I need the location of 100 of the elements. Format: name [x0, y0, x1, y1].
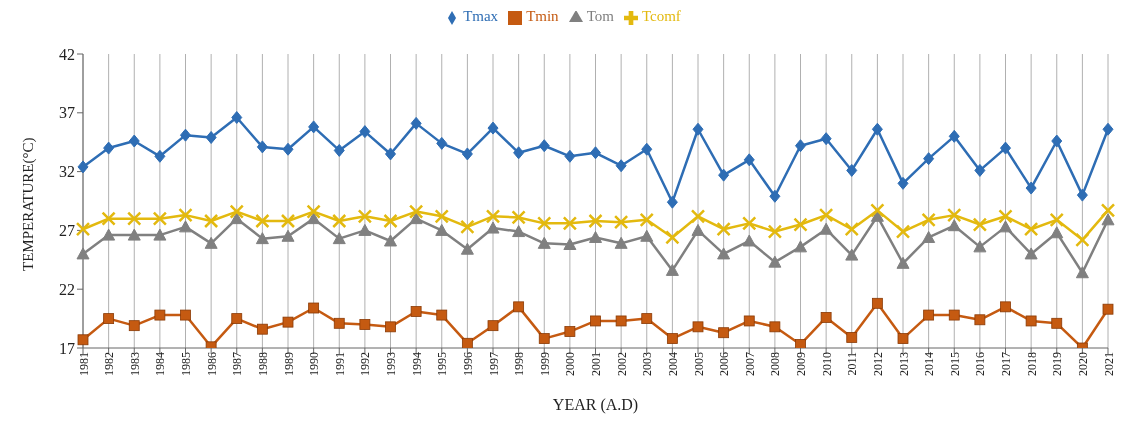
point: [255, 232, 269, 245]
x-tick-label: 2008: [768, 352, 783, 376]
point: [1100, 203, 1116, 218]
point: [1025, 181, 1037, 195]
point: [511, 210, 526, 225]
legend-label: Tcomf: [641, 8, 681, 24]
point: [846, 163, 858, 177]
x-tick-label: 2018: [1024, 352, 1039, 376]
point: [154, 309, 166, 321]
point: [846, 332, 858, 343]
point: [333, 143, 345, 157]
point: [691, 223, 705, 236]
point: [1051, 317, 1063, 329]
point: [537, 216, 552, 231]
x-tick-label: 2012: [870, 352, 885, 376]
point: [127, 228, 141, 241]
point: [1000, 141, 1011, 155]
x-tick-label: 1986: [204, 352, 219, 376]
x-tick-label: 1984: [153, 352, 168, 376]
point: [818, 207, 834, 223]
point: [1101, 213, 1115, 226]
x-tick-label: 2009: [794, 352, 809, 376]
point: [795, 339, 806, 348]
point: [692, 122, 704, 136]
point: [998, 209, 1013, 224]
point: [743, 315, 755, 327]
point: [718, 168, 730, 182]
point: [410, 306, 422, 317]
point: [180, 309, 191, 321]
point: [436, 309, 448, 321]
point: [794, 240, 807, 253]
point: [641, 313, 653, 324]
x-tick-label: 2002: [614, 352, 629, 376]
x-tick-label: 1983: [127, 352, 142, 376]
x-tick-label: 1999: [537, 352, 552, 376]
point: [359, 125, 371, 139]
point: [743, 153, 755, 167]
x-tick-label: 1982: [102, 352, 117, 376]
x-tick-label: 1991: [332, 352, 347, 376]
point: [948, 309, 960, 321]
point: [410, 116, 422, 130]
point: [409, 212, 423, 225]
x-tick-label: 2019: [1050, 352, 1065, 376]
point: [1075, 266, 1089, 279]
x-tick-label: 1987: [230, 352, 245, 376]
x-tick-label: 1996: [460, 352, 475, 376]
x-tick-label: 1981: [76, 352, 91, 376]
point: [152, 211, 168, 226]
point: [768, 255, 782, 268]
x-tick-label: 1990: [307, 352, 322, 376]
point: [974, 163, 986, 177]
point: [1025, 315, 1037, 327]
point: [128, 320, 140, 332]
point: [1049, 212, 1064, 228]
y-tick-label: 27: [59, 222, 75, 240]
point: [282, 316, 294, 328]
x-tick-label: 1997: [486, 352, 501, 376]
point: [564, 326, 576, 337]
point: [229, 204, 244, 219]
x-tick-label: 2017: [999, 352, 1014, 376]
point: [408, 204, 424, 219]
x-tick-label: 1988: [255, 352, 270, 376]
point: [613, 214, 629, 230]
point: [153, 228, 167, 241]
point: [384, 234, 397, 247]
point: [102, 228, 116, 241]
x-tick-label: 2020: [1075, 352, 1090, 376]
point: [923, 152, 935, 166]
point: [615, 315, 627, 327]
y-tick-label: 37: [59, 104, 75, 122]
point: [255, 213, 270, 229]
point: [767, 224, 783, 239]
point: [692, 321, 704, 333]
point: [923, 309, 935, 321]
point: [871, 297, 883, 309]
point: [896, 256, 910, 269]
x-tick-label: 1993: [384, 352, 399, 376]
x-axis-title: YEAR (A.D): [552, 396, 639, 414]
point: [716, 221, 731, 237]
x-tick-label: 2000: [563, 352, 578, 376]
point: [333, 317, 345, 329]
point: [666, 195, 678, 209]
point: [742, 234, 756, 247]
point: [537, 236, 551, 249]
point: [281, 229, 295, 242]
point: [562, 216, 578, 231]
point: [718, 327, 730, 339]
point: [280, 213, 296, 229]
point: [871, 122, 883, 136]
point: [795, 139, 806, 153]
point: [588, 213, 603, 229]
point: [306, 204, 321, 219]
x-tick-label: 2005: [691, 352, 706, 376]
point: [974, 314, 986, 326]
x-tick-label: 2010: [819, 352, 834, 376]
point: [487, 121, 499, 135]
point: [358, 223, 372, 236]
point: [819, 222, 833, 235]
point: [1023, 221, 1039, 237]
point: [513, 301, 525, 313]
